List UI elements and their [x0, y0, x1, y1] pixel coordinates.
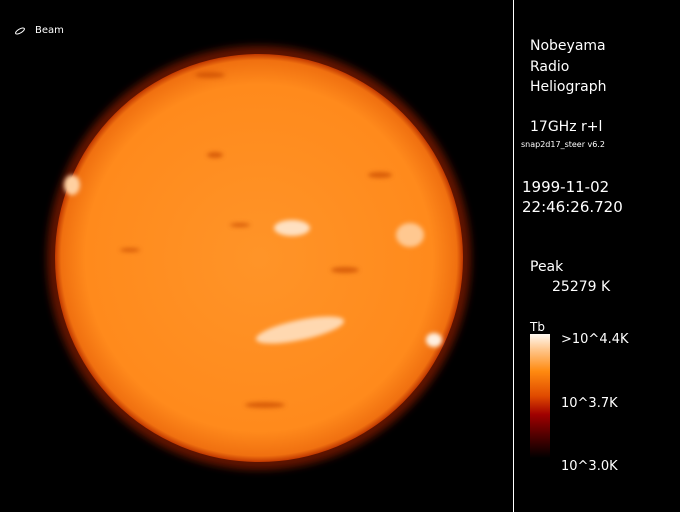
solar-disk-image [47, 46, 471, 470]
peak-value: 25279 K [552, 279, 611, 295]
software-version: snap2d17_steer v6.2 [521, 140, 606, 149]
colorbar-tick-min: 10^3.0K [561, 459, 618, 474]
dark-features [120, 72, 392, 408]
beam-label: Beam [35, 25, 64, 36]
peak-label: Peak [530, 259, 564, 275]
observation-date: 1999-11-02 [522, 178, 610, 196]
colorbar-tick-mid: 10^3.7K [561, 396, 618, 411]
observation-time: 22:46:26.720 [522, 198, 623, 216]
bright-regions [64, 175, 442, 347]
instrument-line-3: Heliograph [530, 79, 607, 95]
instrument-line-2: Radio [530, 59, 570, 75]
colorbar-tick-max: >10^4.4K [561, 332, 629, 347]
frequency-label: 17GHz r+l [530, 119, 603, 135]
solar-disk [55, 54, 463, 462]
colorbar-title: Tb [530, 320, 545, 334]
panel-divider [513, 0, 514, 512]
instrument-line-1: Nobeyama [530, 38, 606, 54]
beam-icon [15, 27, 25, 35]
colorbar [530, 334, 550, 458]
